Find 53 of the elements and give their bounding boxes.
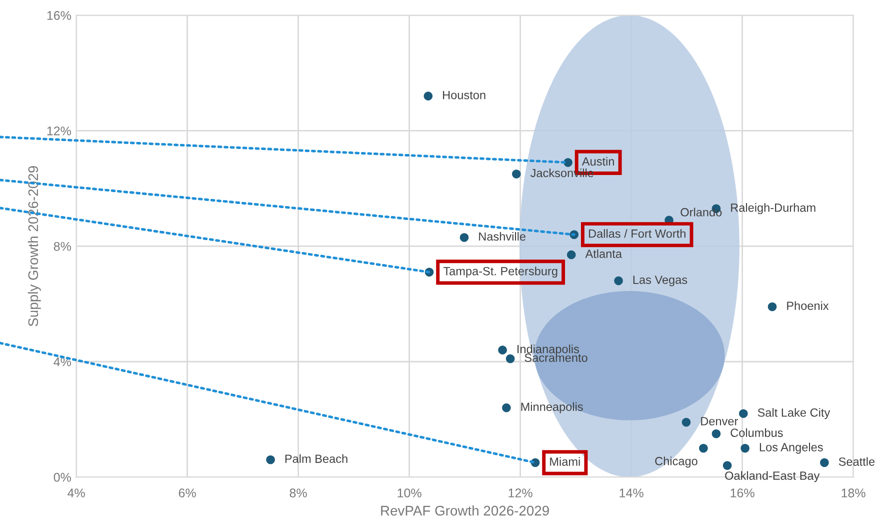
point <box>699 444 708 453</box>
annotation: Nashville <box>479 232 526 241</box>
x-tick-label: 18% <box>842 488 866 498</box>
point <box>498 346 507 354</box>
y-tick-label: 0% <box>54 472 71 482</box>
y-tick-label: 12% <box>47 126 71 136</box>
y-axis-title: Supply Growth 2026-2029 <box>28 166 41 326</box>
annotation: Phoenix <box>787 301 829 310</box>
annotation: Raleigh-Durham <box>731 203 816 214</box>
annotation: Columbus <box>730 428 783 437</box>
point <box>722 461 732 470</box>
annotation: Austin <box>582 156 614 166</box>
x-tick-label: 12% <box>508 488 532 498</box>
point <box>424 92 433 100</box>
point <box>740 444 750 453</box>
annotation: Seattle <box>838 457 875 466</box>
annotation: Dallas / Fort Worth <box>588 229 686 238</box>
annotation: Salt Lake City <box>758 408 830 420</box>
point <box>682 418 691 427</box>
point <box>566 250 576 260</box>
x-tick-label: 14% <box>620 488 644 498</box>
annotation: Tampa-St. Petersburg <box>443 266 558 278</box>
x-tick-label: 8% <box>290 488 307 498</box>
annotation: Jacksonville <box>530 168 594 178</box>
point <box>506 354 515 364</box>
x-tick-label: 6% <box>178 488 196 498</box>
annotation: Miami <box>550 457 580 466</box>
point <box>502 403 511 412</box>
annotation: Atlanta <box>585 249 622 258</box>
annotation: Las Vegas <box>633 276 688 286</box>
point <box>266 455 275 464</box>
annotation: Palm Beach <box>285 454 348 463</box>
y-tick-label: 8% <box>54 242 71 251</box>
point <box>768 302 777 312</box>
point <box>512 170 521 178</box>
annotation: Chicago <box>655 456 698 468</box>
x-tick-label: 4% <box>68 488 85 498</box>
annotation: Denver <box>701 417 738 426</box>
annotation: Minneapolis <box>521 402 583 414</box>
point <box>564 158 572 167</box>
annotation: Houston <box>443 91 486 100</box>
point <box>739 409 748 418</box>
annotation: Los Angeles <box>760 442 823 454</box>
y-tick-label: 16% <box>47 11 71 20</box>
annotation: Oakland-East Bay <box>725 471 820 482</box>
point <box>460 233 469 242</box>
point <box>614 276 623 286</box>
x-tick-label: 10% <box>398 488 422 498</box>
annotation: Orlando <box>680 208 722 216</box>
x-tick-label: 16% <box>730 488 754 498</box>
x-axis-title: RevPAF Growth 2026-2029 <box>381 505 549 516</box>
point <box>820 458 829 468</box>
point <box>712 429 721 438</box>
